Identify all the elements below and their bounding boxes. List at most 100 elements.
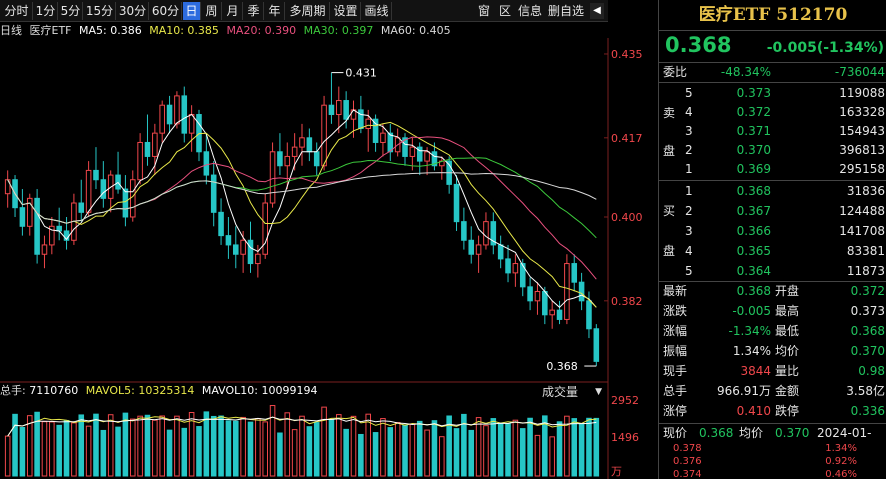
period-tab-10[interactable]: 年 bbox=[265, 2, 285, 20]
collapse-arrow-icon[interactable]: ◀ bbox=[590, 3, 604, 19]
period-tab-7[interactable]: 周 bbox=[202, 2, 222, 20]
candle-body bbox=[475, 244, 482, 255]
tick-header: 现价 0.368 均价 0.370 2024-01- bbox=[659, 424, 886, 443]
candle-body bbox=[571, 263, 578, 283]
high-annotation: 0.431 bbox=[345, 67, 377, 80]
period-tab-11[interactable]: 多周期 bbox=[286, 2, 330, 20]
volume-bar bbox=[453, 428, 460, 477]
candle-body bbox=[306, 137, 313, 153]
bid-price: 0.366 bbox=[736, 224, 771, 238]
bid-level: 3 bbox=[685, 224, 693, 238]
volume-bar bbox=[380, 418, 386, 477]
indicator-select-label: 成交量 bbox=[542, 385, 579, 399]
volume-bar bbox=[225, 420, 232, 477]
volume-bar bbox=[107, 414, 114, 477]
chart-background bbox=[0, 38, 608, 479]
stat-value: 3.58亿 bbox=[846, 384, 885, 398]
ma60-label: MA60: 0.405 bbox=[380, 24, 451, 37]
toolbar-right-item-1[interactable]: 区 bbox=[499, 4, 512, 18]
volume-bar bbox=[12, 413, 18, 477]
volume-bar bbox=[409, 423, 416, 477]
volume-bar bbox=[41, 421, 48, 477]
candle-body bbox=[468, 239, 475, 255]
bid-volume: 11873 bbox=[846, 264, 885, 278]
stat-label: 涨停 bbox=[663, 404, 688, 418]
period-tab-1[interactable]: 1分 bbox=[34, 2, 58, 20]
period-tab-5[interactable]: 60分 bbox=[150, 2, 182, 20]
toolbar-right-item-3[interactable]: 删自选 bbox=[548, 4, 585, 18]
security-name-label: 医疗ETF bbox=[29, 24, 72, 37]
toolbar-right-item-2[interactable]: 信息 bbox=[518, 4, 543, 18]
period-tab-0[interactable]: 分时 bbox=[1, 2, 33, 20]
period-tab-12[interactable]: 设置 bbox=[331, 2, 361, 20]
stat-label: 振幅 bbox=[663, 344, 688, 358]
candlestick-chart[interactable]: 0.435 0.417 0.400 0.382 0.431 0.368 2952 1496 万 bbox=[0, 38, 656, 479]
period-tab-13[interactable]: 画线 bbox=[362, 2, 392, 20]
period-tab-6[interactable]: 日 bbox=[183, 2, 201, 20]
indicator-select[interactable]: 成交量 ▼ bbox=[530, 383, 606, 401]
stat-value: 0.368 bbox=[736, 284, 771, 298]
candle-body bbox=[497, 244, 504, 260]
ma60-line bbox=[7, 172, 597, 224]
ask-price: 0.373 bbox=[736, 86, 771, 100]
period-tab-8[interactable]: 月 bbox=[223, 2, 243, 20]
bid-row: 4 0.365 83381 bbox=[659, 242, 886, 261]
candle-body bbox=[100, 179, 107, 199]
stat-value: 0.410 bbox=[736, 404, 771, 418]
volume-bar bbox=[291, 429, 298, 477]
stat-value: 0.98 bbox=[858, 364, 885, 378]
period-tab-3[interactable]: 15分 bbox=[84, 2, 116, 20]
candle-body bbox=[284, 155, 291, 167]
bid-price: 0.365 bbox=[736, 244, 771, 258]
stat-row: 涨跌 -0.005 最高 0.373 bbox=[659, 302, 886, 321]
stat-label: 金额 bbox=[775, 384, 800, 398]
period-tab-9[interactable]: 季 bbox=[244, 2, 264, 20]
period-toolbar: 分时 1分 5分 15分 30分 60分日周月季年多周期 设置 画线 窗区信息 删自选 ◀ bbox=[0, 0, 608, 22]
bid-volume: 83381 bbox=[846, 244, 885, 258]
volume-bar bbox=[306, 426, 313, 477]
volume-bar bbox=[571, 418, 578, 477]
volume-bar bbox=[85, 425, 92, 477]
tick-row-pct: 0.46% bbox=[825, 469, 857, 479]
volume-bar bbox=[188, 412, 195, 477]
weibi-row: 委比 -48.34% -736044 bbox=[659, 63, 886, 82]
candle-body bbox=[556, 309, 563, 320]
candle-body bbox=[269, 151, 276, 204]
stat-label: 现手 bbox=[663, 364, 688, 378]
candle-body bbox=[343, 100, 349, 120]
toolbar-right-item-0[interactable]: 窗 bbox=[478, 4, 491, 18]
volume-bar bbox=[461, 413, 467, 477]
candle-body bbox=[490, 221, 497, 246]
ask-volume: 119088 bbox=[839, 86, 885, 100]
volume-bar bbox=[203, 411, 210, 477]
candle-body bbox=[78, 202, 85, 213]
volume-bar bbox=[210, 415, 217, 477]
volume-bar bbox=[593, 417, 600, 477]
weibi-label: 委比 bbox=[663, 65, 688, 79]
bid-level: 2 bbox=[685, 204, 693, 218]
ma-legend: 日线 医疗ETF MA5: 0.386 MA10: 0.385 MA20: 0.… bbox=[0, 23, 608, 39]
candle-body bbox=[578, 281, 585, 302]
volume-bar bbox=[181, 427, 188, 477]
volume-bar bbox=[93, 413, 99, 477]
ask-volume: 163328 bbox=[839, 105, 885, 119]
candle-body bbox=[152, 132, 158, 157]
ma30-label: MA30: 0.397 bbox=[303, 24, 374, 37]
stat-label: 量比 bbox=[775, 364, 800, 378]
stat-value: 0.372 bbox=[850, 284, 885, 298]
stat-value: -0.005 bbox=[732, 304, 771, 318]
weibi-diff: -736044 bbox=[834, 65, 885, 79]
volume-bar bbox=[556, 421, 563, 477]
weibi-pct: -48.34% bbox=[720, 65, 771, 79]
bid-level: 1 bbox=[685, 184, 693, 198]
candle-body bbox=[402, 137, 408, 157]
period-tab-2[interactable]: 5分 bbox=[59, 2, 83, 20]
volume-bar bbox=[505, 423, 511, 477]
stat-row: 振幅 1.34% 均价 0.370 bbox=[659, 342, 886, 361]
stat-value: 966.91万 bbox=[717, 384, 771, 398]
candle-body bbox=[387, 132, 394, 153]
period-tab-4[interactable]: 30分 bbox=[117, 2, 149, 20]
candle-body bbox=[416, 146, 423, 162]
ask-row: 3 0.371 154943 bbox=[659, 122, 886, 141]
quote-panel: 医疗ETF 512170 0.368 -0.005(-1.34%) 委比 -48… bbox=[658, 0, 886, 479]
